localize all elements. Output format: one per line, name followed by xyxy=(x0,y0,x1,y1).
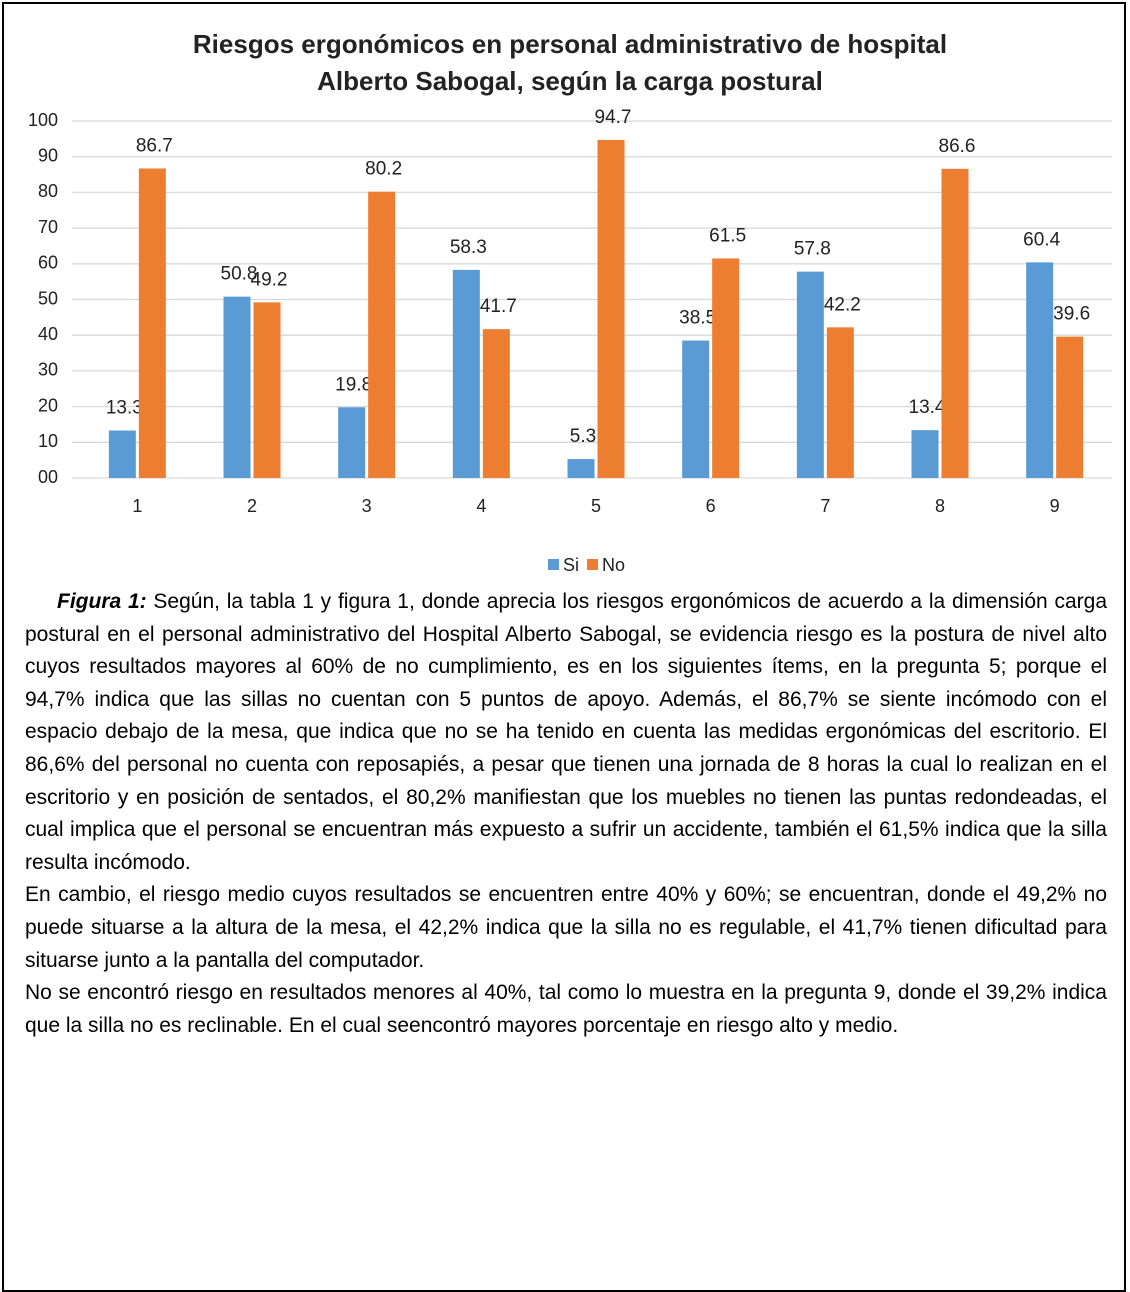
bar xyxy=(138,168,166,478)
data-label: 80.2 xyxy=(365,159,402,180)
bar xyxy=(567,459,595,478)
bar xyxy=(911,430,939,478)
bar xyxy=(597,139,625,478)
x-tick-label: 8 xyxy=(935,496,945,516)
bar xyxy=(108,430,136,478)
x-tick-label: 3 xyxy=(362,496,372,516)
data-label: 41.7 xyxy=(480,296,517,317)
legend-label: No xyxy=(602,555,625,575)
data-label: 57.8 xyxy=(794,239,831,260)
bar xyxy=(452,269,480,478)
data-label: 42.2 xyxy=(824,294,861,315)
y-tick-label: 100 xyxy=(28,110,58,130)
chart-title: Riesgos ergonómicos en personal administ… xyxy=(193,29,947,59)
data-label: 58.3 xyxy=(450,237,487,258)
bar xyxy=(941,168,969,478)
data-label: 86.6 xyxy=(939,136,976,157)
y-tick-label: 20 xyxy=(38,395,58,415)
legend-label: Si xyxy=(563,555,579,575)
y-tick-label: 90 xyxy=(38,145,58,165)
bar xyxy=(682,340,710,478)
x-tick-label: 5 xyxy=(591,496,601,516)
data-label: 49.2 xyxy=(251,269,288,290)
bar xyxy=(796,271,824,478)
data-label: 13.3 xyxy=(106,398,143,419)
bar xyxy=(223,296,251,478)
data-label: 39.6 xyxy=(1053,304,1090,325)
chart: Riesgos ergonómicos en personal administ… xyxy=(28,29,1112,575)
text-body: Figura 1: Según, la tabla 1 y figura 1, … xyxy=(25,586,1107,1042)
bar xyxy=(338,407,366,478)
y-tick-label: 40 xyxy=(38,324,58,344)
caption-label: Figura 1: xyxy=(57,590,147,613)
y-tick-label: 30 xyxy=(38,360,58,380)
legend-swatch xyxy=(587,559,599,570)
paragraph-text: Según, la tabla 1 y figura 1, donde apre… xyxy=(25,590,1107,874)
paragraph: Figura 1: Según, la tabla 1 y figura 1, … xyxy=(25,586,1107,879)
data-label: 94.7 xyxy=(595,107,632,128)
bar xyxy=(712,258,740,478)
legend-swatch xyxy=(548,559,559,570)
data-label: 13.4 xyxy=(909,397,946,418)
data-label: 86.7 xyxy=(136,135,173,156)
data-label: 61.5 xyxy=(709,225,746,246)
data-label: 38.5 xyxy=(679,308,716,329)
data-label: 50.8 xyxy=(221,264,258,285)
bar xyxy=(1026,262,1054,478)
paragraph: No se encontró riesgo en resultados meno… xyxy=(25,981,1107,1037)
bar xyxy=(1056,336,1084,478)
bar xyxy=(482,329,510,478)
bar xyxy=(253,302,281,478)
y-tick-label: 50 xyxy=(38,288,58,308)
bar xyxy=(826,327,854,478)
x-tick-label: 6 xyxy=(706,496,716,516)
y-tick-label: 60 xyxy=(38,253,58,273)
y-tick-label: 10 xyxy=(38,431,58,451)
data-label: 5.3 xyxy=(570,426,596,447)
paragraph: En cambio, el riesgo medio cuyos resulta… xyxy=(25,883,1107,972)
x-tick-label: 2 xyxy=(247,496,257,516)
data-label: 19.8 xyxy=(335,374,372,395)
y-tick-label: 00 xyxy=(38,467,58,487)
x-tick-label: 9 xyxy=(1050,496,1060,516)
x-tick-label: 4 xyxy=(476,496,486,516)
data-label: 60.4 xyxy=(1023,229,1060,250)
x-tick-label: 7 xyxy=(820,496,830,516)
bar xyxy=(368,191,396,478)
y-tick-label: 70 xyxy=(38,217,58,237)
x-tick-label: 1 xyxy=(132,496,142,516)
y-tick-label: 80 xyxy=(38,181,58,201)
chart-title: Alberto Sabogal, según la carga postural xyxy=(317,66,823,96)
